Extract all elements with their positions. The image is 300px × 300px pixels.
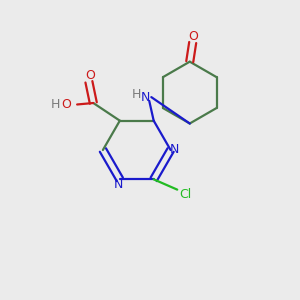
Text: O: O <box>189 30 199 43</box>
Text: O: O <box>85 69 95 82</box>
Text: N: N <box>114 178 123 190</box>
Text: N: N <box>141 91 150 104</box>
Text: H: H <box>51 98 61 111</box>
Text: Cl: Cl <box>179 188 192 200</box>
Text: H: H <box>131 88 141 101</box>
Text: N: N <box>170 143 179 157</box>
Text: O: O <box>61 98 71 111</box>
